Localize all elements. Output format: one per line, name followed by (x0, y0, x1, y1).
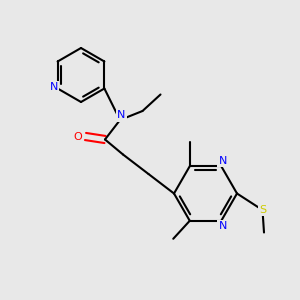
Text: N: N (219, 221, 227, 231)
Text: N: N (50, 82, 58, 92)
Text: N: N (117, 110, 126, 121)
Text: N: N (219, 156, 227, 166)
Text: O: O (74, 131, 82, 142)
Text: S: S (259, 205, 266, 215)
